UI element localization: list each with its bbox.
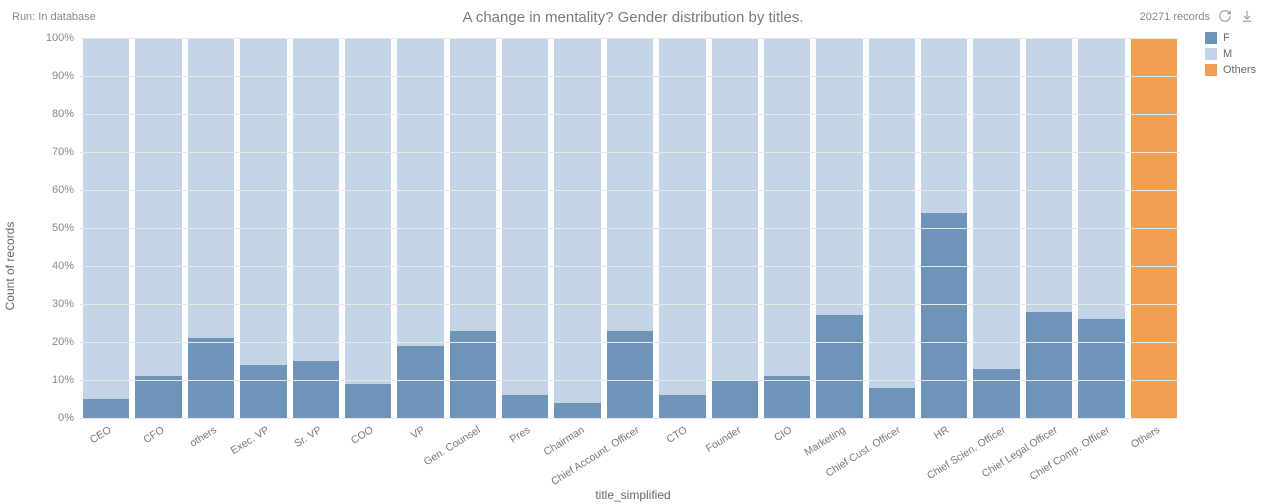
records-count: 20271 records [1140,11,1210,23]
bar-segment-f [712,380,758,418]
grid-line [80,266,1180,267]
bar-segment-m [240,38,286,365]
grid-line [80,152,1180,153]
y-tick-label: 100% [46,32,74,44]
grid-line [80,190,1180,191]
bar-segment-m [135,38,181,376]
bar-segment-m [293,38,339,361]
y-tick-label: 20% [52,336,74,348]
grid-line [80,342,1180,343]
bar-segment-f [83,399,129,418]
legend-swatch [1205,64,1217,76]
bar-segment-f [1026,312,1072,418]
bar-segment-f [554,403,600,418]
bar-segment-f [973,369,1019,418]
legend-item[interactable]: Others [1205,62,1256,78]
legend-item[interactable]: M [1205,46,1256,62]
x-tick-label: COO [349,424,376,447]
bar-segment-m [345,38,391,384]
grid-line [80,76,1180,77]
grid-line [80,304,1180,305]
plot-region: CEOCFOothersExec. VPSr. VPCOOVPGen. Coun… [80,38,1180,418]
bar-segment-f [450,331,496,418]
bar-segment-m [869,38,915,388]
bar-segment-m [554,38,600,403]
legend-label: F [1223,32,1230,44]
x-tick-label: HR [932,424,951,442]
y-tick-label: 70% [52,146,74,158]
bar-segment-f [607,331,653,418]
bar-segment-f [816,315,862,418]
x-tick-label: Marketing [803,424,848,459]
y-tick-label: 90% [52,70,74,82]
bar-segment-m [188,38,234,338]
x-axis-label: title_simplified [595,488,670,502]
header-right: 20271 records [1140,9,1254,26]
bar-segment-f [921,213,967,418]
bar-segment-f [659,395,705,418]
legend: FM Others [1205,30,1256,78]
run-label: Run: In database [12,11,96,23]
y-tick-label: 10% [52,374,74,386]
legend-item[interactable]: F [1205,30,1256,46]
y-axis-label: Count of records [3,222,17,311]
legend-label: Others [1223,64,1256,76]
bar-segment-f [135,376,181,418]
x-tick-label: Pres [508,424,533,446]
bar-segment-f [1078,319,1124,418]
chart-title: A change in mentality? Gender distributi… [462,9,803,26]
chart-container: Run: In database A change in mentality? … [0,0,1266,504]
x-tick-label: Chairman [541,424,586,458]
bar-segment-m [1078,38,1124,319]
bar-segment-m [712,38,758,380]
grid-line [80,114,1180,115]
bar-segment-f [764,376,810,418]
y-tick-label: 80% [52,108,74,120]
bar-segment-f [345,384,391,418]
x-tick-label: Exec. VP [229,424,272,457]
x-tick-label: Gen. Counsel [422,424,483,468]
grid-line [80,418,1180,419]
bar-segment-m [973,38,1019,369]
bar-segment-m [607,38,653,331]
bar-segment-m [816,38,862,315]
x-tick-label: Others [1129,424,1162,451]
download-icon[interactable] [1240,9,1254,26]
bar-segment-m [764,38,810,376]
bar-segment-f [502,395,548,418]
grid-line [80,228,1180,229]
grid-line [80,38,1180,39]
bar-segment-m [450,38,496,331]
bar-segment-m [1026,38,1072,312]
x-tick-label: CIO [772,424,794,444]
x-tick-label: CFO [141,424,166,446]
refresh-icon[interactable] [1218,9,1232,26]
legend-label: M [1223,48,1232,60]
x-tick-label: VP [409,424,427,442]
y-tick-label: 50% [52,222,74,234]
legend-swatch [1205,48,1217,60]
bar-segment-m [397,38,443,346]
bar-segment-f [293,361,339,418]
bar-segment-f [240,365,286,418]
chart-area: Count of records CEOCFOothersExec. VPSr.… [0,28,1266,504]
x-tick-label: CEO [88,424,114,446]
y-tick-label: 40% [52,260,74,272]
legend-swatch [1205,32,1217,44]
bar-segment-m [921,38,967,213]
x-tick-label: Founder [703,424,743,455]
chart-header: Run: In database A change in mentality? … [0,0,1266,28]
x-tick-label: others [188,424,219,450]
bar-segment-f [869,388,915,418]
bar-segment-f [188,338,234,418]
y-tick-label: 0% [58,412,74,424]
y-tick-label: 30% [52,298,74,310]
x-tick-label: Sr. VP [292,424,324,450]
x-tick-label: CTO [665,424,690,446]
bar-segment-f [397,346,443,418]
bar-segment-m [83,38,129,399]
y-tick-label: 60% [52,184,74,196]
grid-line [80,380,1180,381]
